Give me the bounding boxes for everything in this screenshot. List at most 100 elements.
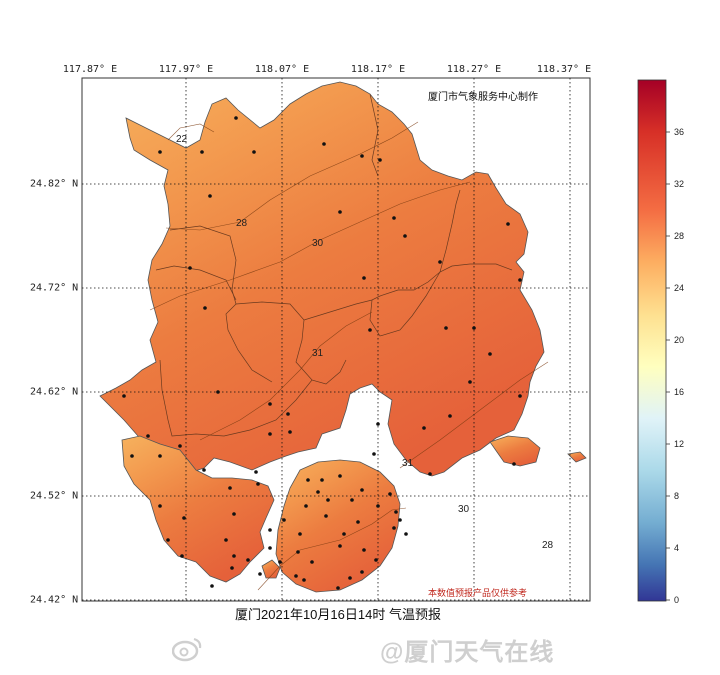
land-islet-gulangyu (261, 559, 281, 579)
station-dot (228, 486, 232, 490)
station-dot (488, 352, 492, 356)
contour-label: 31 (312, 348, 324, 359)
station-dot (422, 426, 426, 430)
station-dot (348, 576, 352, 580)
lon-label: 118.17° E (350, 64, 406, 75)
station-dot (216, 390, 220, 394)
lon-label: 118.07° E (254, 64, 310, 75)
station-dot (320, 478, 324, 482)
station-dot (230, 566, 234, 570)
lat-label: 24.72° N (30, 282, 79, 294)
station-dot (178, 444, 182, 448)
station-dot (338, 544, 342, 548)
contour-label: 30 (458, 504, 470, 515)
station-dot (130, 454, 134, 458)
station-dot (158, 454, 162, 458)
station-dot (268, 402, 272, 406)
colorbar-tick-label: 36 (674, 127, 685, 137)
station-dot (404, 532, 408, 536)
contour-label: 30 (312, 238, 324, 249)
map-caption: 厦门2021年10月16日14时 气温预报 (235, 607, 441, 622)
station-dot (268, 432, 272, 436)
lon-label: 117.97° E (158, 64, 214, 75)
station-dot (362, 276, 366, 280)
colorbar-tick-label: 32 (674, 179, 685, 189)
colorbar-tick-label: 28 (674, 231, 685, 241)
weibo-logo-icon (172, 637, 202, 662)
station-dot (182, 516, 186, 520)
station-dot (506, 222, 510, 226)
station-dot (296, 550, 300, 554)
station-dot (258, 572, 262, 576)
station-dot (278, 560, 282, 564)
contour-label: 28 (236, 218, 248, 229)
lat-label: 24.82° N (30, 178, 79, 190)
watermark-text: @厦门天气在线 (380, 639, 555, 666)
station-dot (448, 414, 452, 418)
station-dot (350, 498, 354, 502)
station-dot (322, 142, 326, 146)
station-dot (438, 260, 442, 264)
station-dot (202, 468, 206, 472)
station-dot (392, 216, 396, 220)
station-dot (224, 538, 228, 542)
lon-label: 118.27° E (446, 64, 502, 75)
station-dot (376, 422, 380, 426)
colorbar-tick-label: 4 (674, 543, 680, 553)
land-xiamen-island (275, 459, 401, 593)
colorbar-tick-label: 16 (674, 387, 685, 397)
station-dot (282, 518, 286, 522)
station-dot (288, 430, 292, 434)
station-dot (338, 210, 342, 214)
disclaimer-label: 本数值预报产品仅供参考 (428, 588, 528, 598)
station-dot (362, 548, 366, 552)
colorbar-tick-label: 0 (674, 595, 680, 605)
station-dot (302, 578, 306, 582)
station-dot (518, 394, 522, 398)
station-dot (210, 584, 214, 588)
station-dot (518, 278, 522, 282)
station-dot (166, 538, 170, 542)
station-dot (252, 150, 256, 154)
land-southwest (121, 435, 275, 583)
map-frame (81, 77, 591, 602)
station-dot (392, 526, 396, 530)
station-dot (360, 570, 364, 574)
producer-label: 厦门市气象服务中心制作 (428, 92, 538, 103)
station-dot (342, 532, 346, 536)
district-boundaries (155, 93, 513, 437)
station-dot (146, 434, 150, 438)
station-dot (232, 554, 236, 558)
station-dot (232, 512, 236, 516)
station-dot (234, 116, 238, 120)
station-dot (374, 558, 378, 562)
station-dot (298, 532, 302, 536)
lon-label: 117.87° E (62, 64, 118, 75)
station-dot (286, 412, 290, 416)
colorbar-ticks (666, 131, 670, 601)
temperature-contours (149, 121, 549, 591)
lon-label: 118.37° E (536, 64, 592, 75)
land-islet-east (489, 435, 541, 467)
station-dot (294, 574, 298, 578)
station-dot (336, 586, 340, 590)
station-dot (468, 380, 472, 384)
station-dot (203, 306, 207, 310)
contour-label: 22 (176, 134, 188, 145)
station-dot (378, 158, 382, 162)
colorbar-tick-label: 20 (674, 335, 685, 345)
land-main (99, 81, 545, 477)
colorbar-tick-label: 24 (674, 283, 685, 293)
station-dot (304, 504, 308, 508)
station-dot (306, 478, 310, 482)
station-dot (310, 560, 314, 564)
colorbar-tick-label: 8 (674, 491, 680, 501)
station-dot (338, 474, 342, 478)
station-dot (268, 528, 272, 532)
station-dot (256, 482, 260, 486)
colorbar-tick-label: 12 (674, 439, 685, 449)
contour-label: 31 (402, 458, 414, 469)
lat-label: 24.52° N (30, 490, 79, 502)
land-islet-far-east (567, 451, 587, 463)
